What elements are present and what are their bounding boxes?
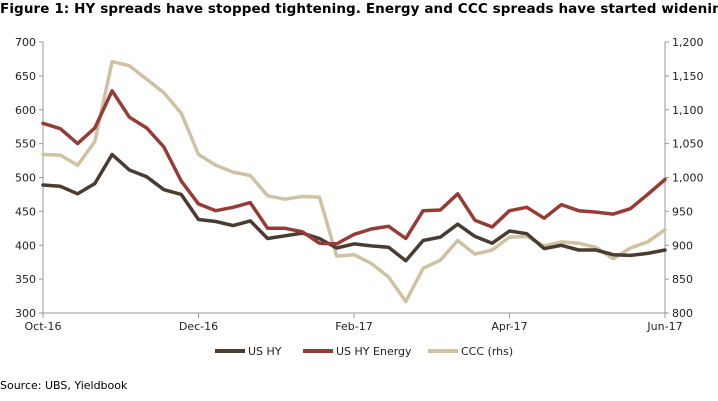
left-tick-label: 700 xyxy=(15,36,36,49)
x-tick-label: Apr-17 xyxy=(491,320,527,333)
series-line-ccc-rhs xyxy=(41,59,667,304)
x-tick-label: Oct-16 xyxy=(25,320,62,333)
legend-label: US HY xyxy=(248,345,282,358)
x-tick-label: Feb-17 xyxy=(335,320,372,333)
left-tick-label: 350 xyxy=(15,273,36,286)
right-tick-label: 1,150 xyxy=(672,70,704,83)
right-tick-label: 1,100 xyxy=(672,104,704,117)
axes: 300 350 400 450 500 550 600 650 700 800 850 900 950 1… xyxy=(15,36,704,333)
series-line-us-hy xyxy=(41,152,667,263)
left-tick-label: 600 xyxy=(15,104,36,117)
source-note: Source: UBS, Yieldbook xyxy=(0,379,128,392)
left-tick-label: 550 xyxy=(15,138,36,151)
right-tick-label: 850 xyxy=(672,273,693,286)
right-tick-label: 900 xyxy=(672,239,693,252)
left-tick-label: 650 xyxy=(15,70,36,83)
left-tick-label: 400 xyxy=(15,239,36,252)
left-tick-label: 450 xyxy=(15,205,36,218)
x-tick-label: Jun-17 xyxy=(646,320,682,333)
x-tick-label: Dec-16 xyxy=(179,320,218,333)
right-tick-label: 1,200 xyxy=(672,36,704,49)
series-lines xyxy=(41,59,667,304)
right-tick-label: 1,000 xyxy=(672,172,704,185)
series-line-us-hy-energy xyxy=(41,89,667,246)
left-tick-label: 300 xyxy=(15,307,36,320)
legend: US HY US HY Energy CCC (rhs) xyxy=(215,345,513,358)
left-tick-label: 500 xyxy=(15,172,36,185)
legend-label: CCC (rhs) xyxy=(461,345,513,358)
chart-title: Figure 1: HY spreads have stopped tighte… xyxy=(0,1,718,17)
legend-label: US HY Energy xyxy=(336,345,412,358)
right-tick-label: 800 xyxy=(672,307,693,320)
right-tick-label: 1,050 xyxy=(672,138,704,151)
right-tick-label: 950 xyxy=(672,205,693,218)
